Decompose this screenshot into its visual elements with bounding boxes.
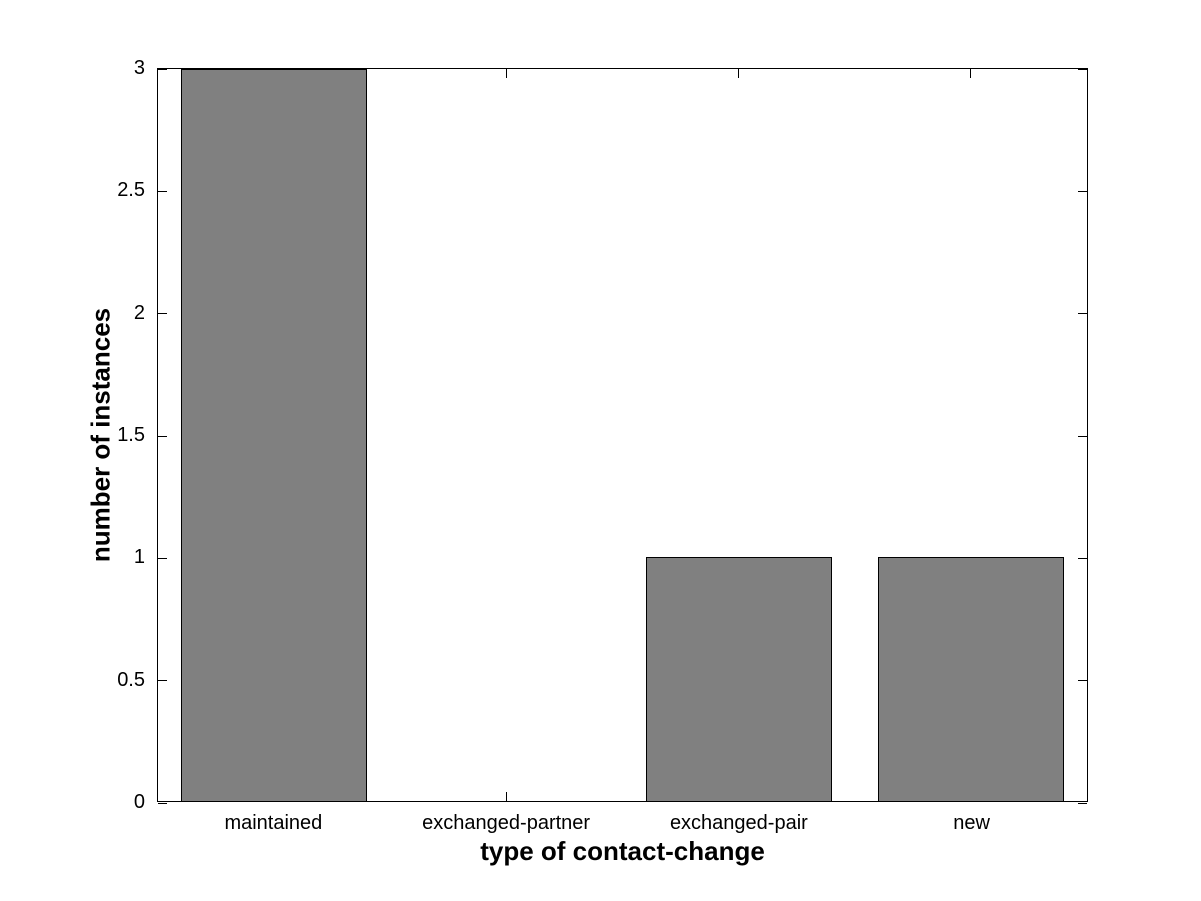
y-tick-mark xyxy=(1078,313,1087,315)
x-tick-label-maintained: maintained xyxy=(224,812,323,834)
x-tick-mark xyxy=(505,792,507,801)
y-axis-label: number of instances xyxy=(85,307,116,563)
y-tick-mark xyxy=(158,190,167,192)
x-tick-label-exchanged-partner: exchanged-partner xyxy=(422,812,591,834)
y-tick-mark xyxy=(158,680,167,682)
y-tick-mark xyxy=(1078,68,1087,70)
y-tick-mark xyxy=(1078,802,1087,804)
bar-exchanged-pair xyxy=(645,557,832,801)
x-tick-label-new: new xyxy=(953,812,990,834)
x-tick-label-exchanged-pair: exchanged-pair xyxy=(669,812,808,834)
y-tick-mark xyxy=(158,68,167,70)
y-tick-mark xyxy=(1078,680,1087,682)
y-tick-mark xyxy=(158,802,167,804)
y-tick-label: 2.5 xyxy=(117,179,145,202)
y-tick-label: 0 xyxy=(133,791,145,813)
y-tick-mark xyxy=(158,435,167,437)
y-tick-mark xyxy=(158,557,167,559)
y-tick-mark xyxy=(1078,435,1087,437)
x-axis-label: type of contact-change xyxy=(480,836,765,866)
x-tick-mark xyxy=(505,69,507,78)
plot-area xyxy=(157,68,1088,804)
y-tick-label: 3 xyxy=(133,57,145,79)
y-tick-mark xyxy=(1078,190,1087,192)
y-tick-label: 2 xyxy=(133,301,145,324)
x-tick-mark xyxy=(970,69,972,78)
bar-maintained xyxy=(181,69,368,801)
y-tick-label: 1 xyxy=(133,546,145,569)
y-tick-mark xyxy=(1078,557,1087,559)
y-tick-mark xyxy=(158,313,167,315)
x-tick-mark xyxy=(738,69,740,78)
y-tick-label: 0.5 xyxy=(117,668,145,691)
y-tick-label: 1.5 xyxy=(117,424,145,446)
bar-new xyxy=(877,557,1064,801)
